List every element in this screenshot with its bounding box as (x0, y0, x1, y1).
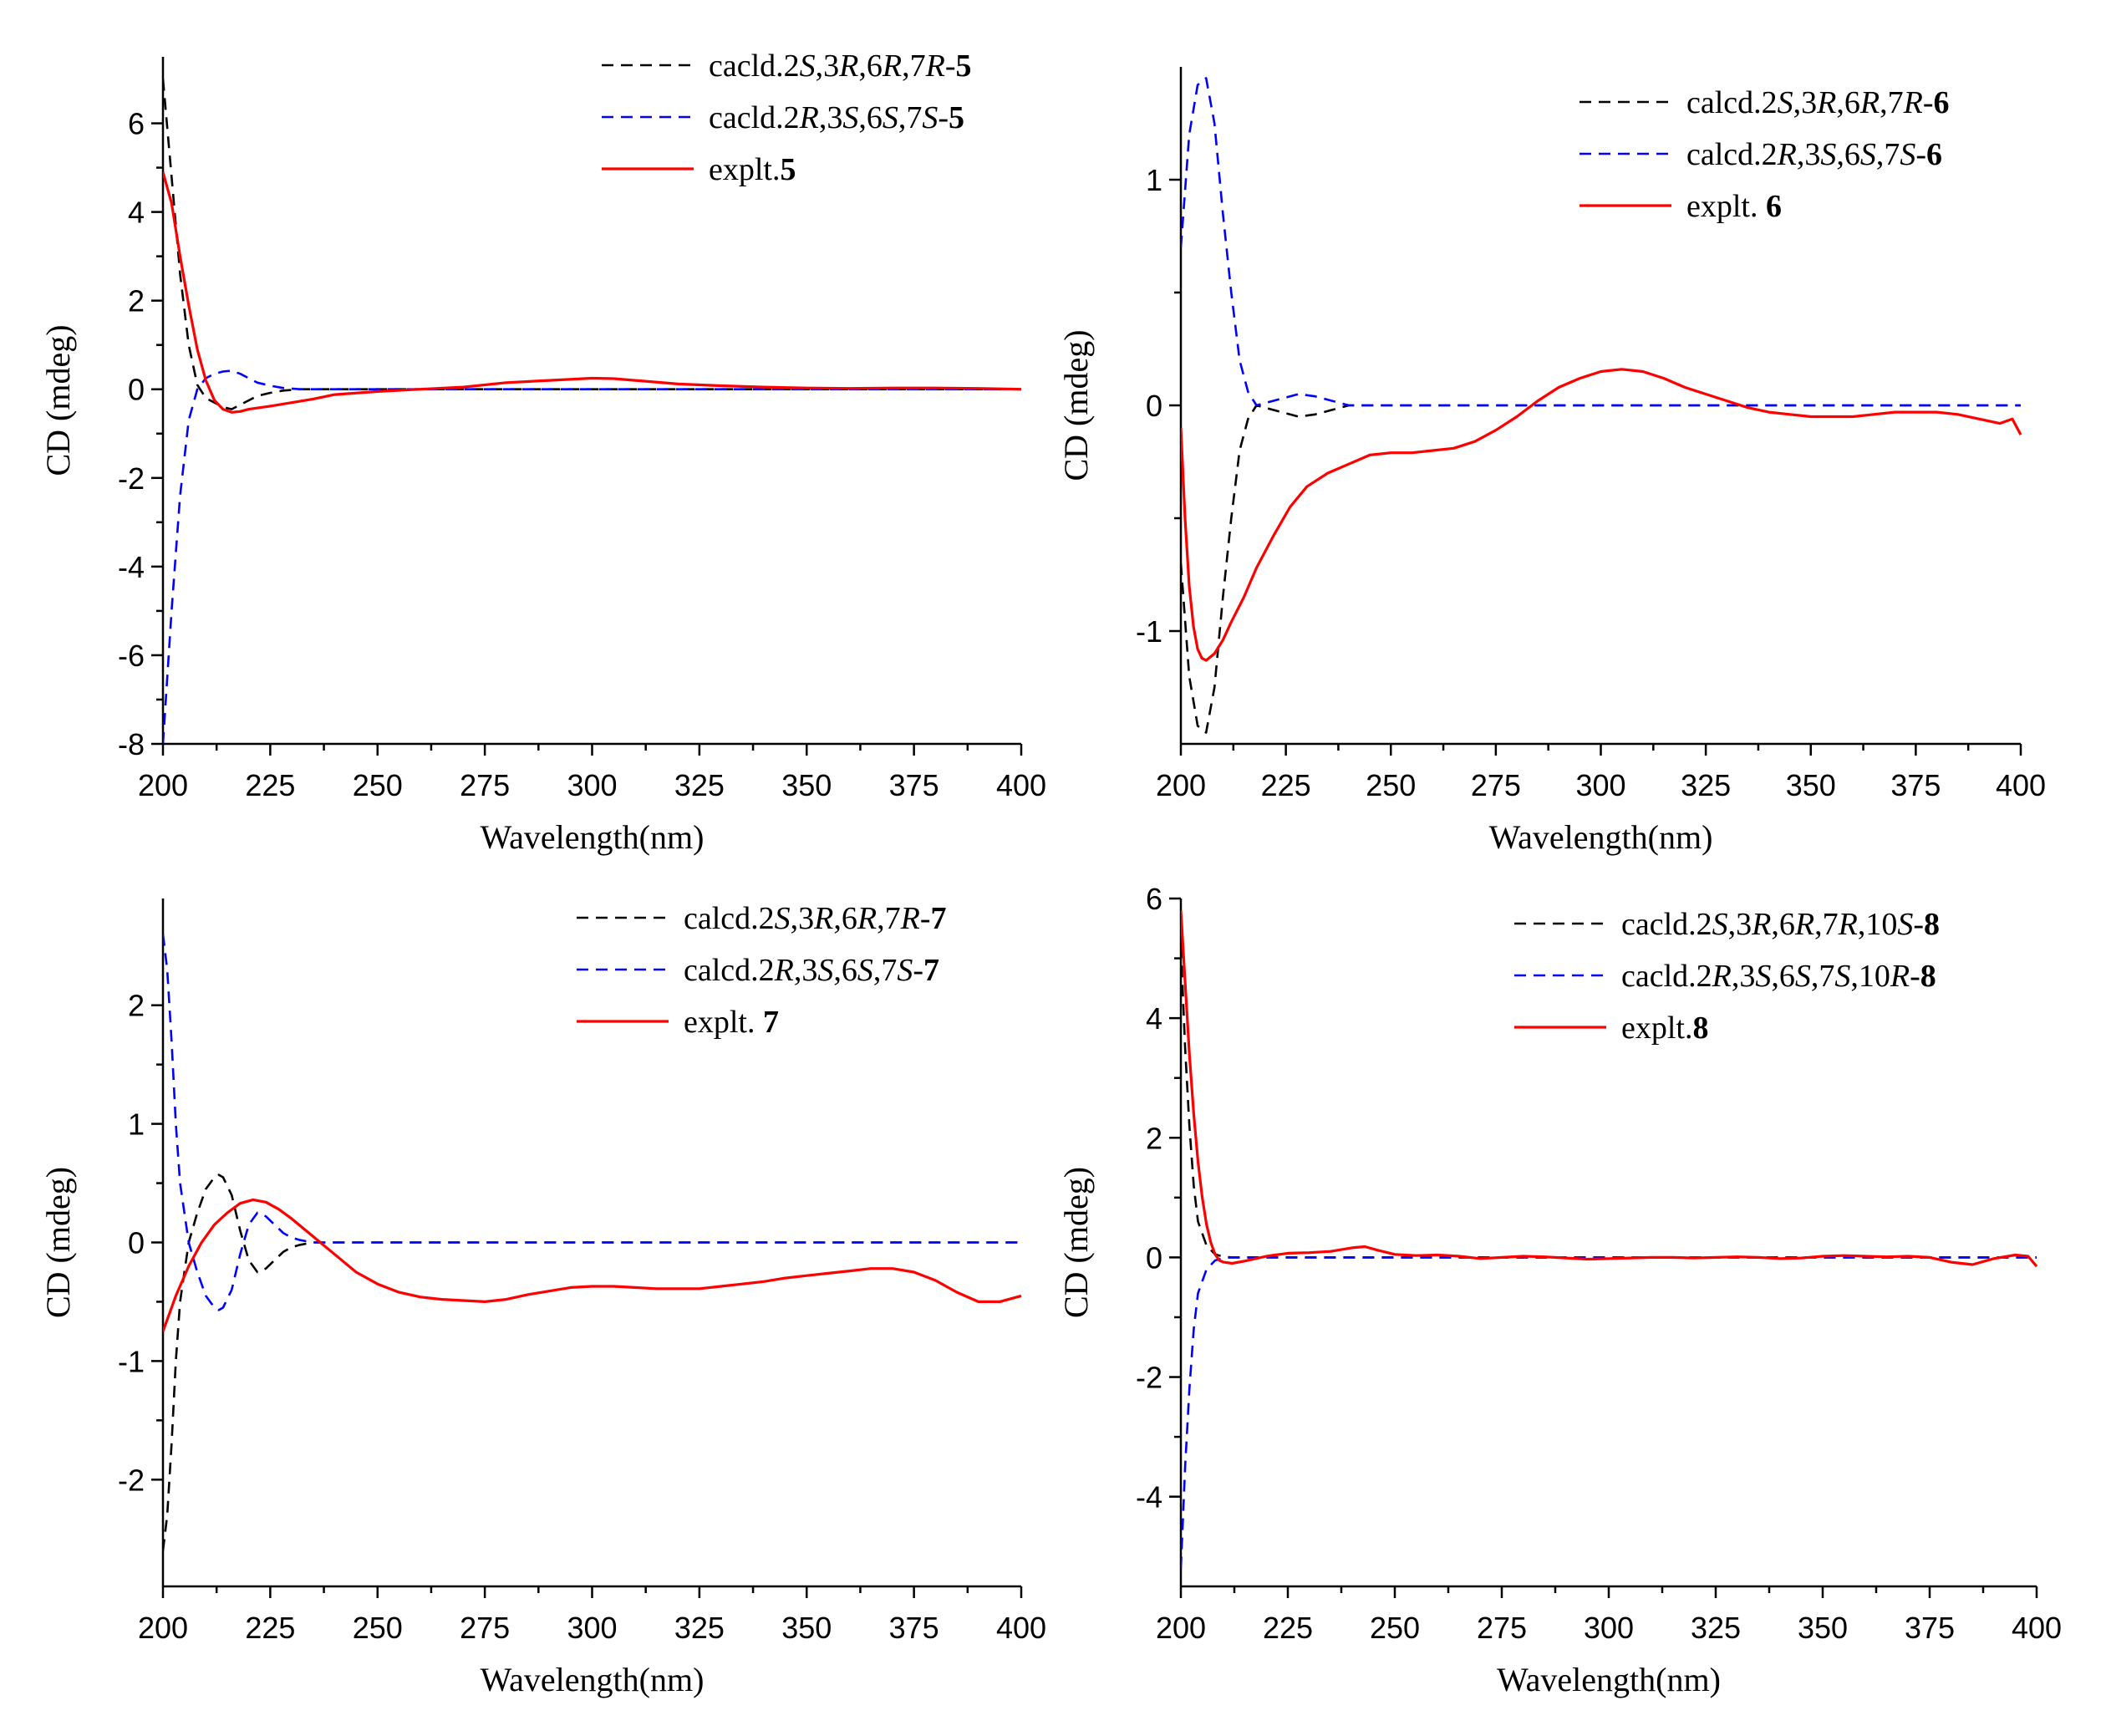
x-tick-label: 300 (1575, 768, 1625, 802)
x-tick-label: 300 (567, 768, 617, 802)
x-tick-label: 325 (1691, 1611, 1741, 1645)
y-tick-label: 0 (128, 373, 145, 407)
x-tick-label: 225 (1261, 768, 1311, 802)
y-tick-label: 4 (128, 196, 145, 230)
x-tick-label: 200 (138, 768, 188, 802)
x-tick-label: 275 (460, 768, 510, 802)
x-tick-label: 275 (1471, 768, 1521, 802)
y-tick-label: -2 (118, 1463, 145, 1497)
x-tick-label: 350 (1798, 1611, 1848, 1645)
y-tick-label: -8 (118, 727, 145, 761)
y-tick-label: -4 (118, 550, 145, 584)
legend-label-3: explt.8 (1621, 1011, 1708, 1046)
x-tick-label: 375 (1905, 1611, 1955, 1645)
chart-panel-bottom-left: 200 225 250 275 300 325 350 375 400 -2 -1 0 1 2 Wavele… (39, 899, 1046, 1698)
legend-label-2: calcd.2R,3S,6S,7S-7 (684, 953, 939, 988)
y-tick-label: 6 (1146, 882, 1162, 916)
x-tick-label: 250 (353, 1611, 403, 1645)
x-tick-label: 325 (674, 768, 725, 802)
x-tick-label: 275 (460, 1611, 510, 1645)
legend-label-2: cacld.2R,3S,6S,7S,10R-8 (1621, 959, 1936, 994)
series-line-1 (1181, 404, 2021, 734)
legend-label-2: cacld.2R,3S,6S,7S-5 (709, 100, 964, 135)
legend-label-3: explt.5 (709, 152, 796, 187)
legend-label-1: cacld.2S,3R,6R,7R,10S-8 (1621, 907, 1940, 942)
x-tick-label: 375 (889, 1611, 939, 1645)
x-tick-label: 300 (567, 1611, 617, 1645)
series-line-2 (163, 369, 1021, 745)
y-tick-label: 1 (128, 1107, 145, 1142)
legend-label-1: calcd.2S,3R,6R,7R-6 (1686, 85, 1949, 120)
x-tick-label: 250 (353, 768, 403, 802)
series-line-3 (1181, 368, 2022, 662)
x-axis-title: Wavelength(nm) (481, 1661, 705, 1698)
x-tick-label: 350 (1786, 768, 1836, 802)
x-tick-label: 400 (996, 1611, 1046, 1645)
y-axis-title: CD (mdeg) (1057, 329, 1095, 481)
y-axis-title: CD (mdeg) (39, 324, 77, 476)
x-axis-title: Wavelength(nm) (481, 818, 705, 856)
series-line-2 (163, 934, 1021, 1311)
series-line-1 (163, 1173, 1021, 1551)
legend-label-1: calcd.2S,3R,6R,7R-7 (684, 901, 946, 936)
y-tick-label: 0 (128, 1226, 145, 1260)
y-tick-label: -2 (1136, 1361, 1162, 1395)
legend-label-3: explt. 6 (1686, 189, 1782, 224)
y-tick-label: 0 (1146, 1240, 1162, 1275)
legend-label-3: explt. 7 (684, 1005, 779, 1040)
chart-panel-top-left: 200 225 250 275 300 325 350 375 400 -8 -6 -4 -2 0 2 4 6 W… (39, 48, 1046, 856)
y-tick-label: -2 (118, 461, 145, 496)
x-tick-label: 325 (1681, 768, 1731, 802)
y-tick-label: 6 (128, 107, 145, 141)
x-tick-label: 225 (245, 768, 295, 802)
x-tick-label: 250 (1366, 768, 1416, 802)
x-tick-label: 400 (2012, 1611, 2062, 1645)
y-tick-label: 1 (1146, 163, 1162, 197)
x-tick-label: 225 (1263, 1611, 1313, 1645)
x-tick-label: 375 (1890, 768, 1941, 802)
x-axis-title: Wavelength(nm) (1489, 818, 1713, 856)
series-line-2 (1181, 1256, 2037, 1569)
x-axis-title: Wavelength(nm) (1497, 1661, 1721, 1698)
y-tick-label: -1 (1136, 614, 1162, 649)
y-tick-label: -6 (118, 639, 145, 673)
legend-label-1: cacld.2S,3R,6R,7R-5 (709, 48, 971, 84)
x-tick-label: 200 (1156, 768, 1206, 802)
x-tick-label: 250 (1370, 1611, 1420, 1645)
legend-label-2: calcd.2R,3S,6S,7S-6 (1686, 137, 1942, 172)
series-line-3 (163, 171, 1022, 414)
y-tick-label: 0 (1146, 389, 1162, 423)
y-tick-label: 4 (1146, 1001, 1162, 1036)
y-tick-label: -1 (118, 1344, 145, 1378)
x-tick-label: 350 (781, 1611, 832, 1645)
x-tick-label: 400 (1996, 768, 2046, 802)
x-tick-label: 200 (138, 1611, 188, 1645)
series-line-3 (163, 1198, 1022, 1332)
y-tick-label: -4 (1136, 1480, 1162, 1515)
x-tick-label: 375 (889, 768, 939, 802)
y-tick-label: 2 (1146, 1121, 1162, 1155)
x-tick-label: 400 (996, 768, 1046, 802)
x-tick-label: 350 (781, 768, 832, 802)
y-tick-label: 2 (128, 989, 145, 1023)
x-tick-label: 300 (1584, 1611, 1634, 1645)
x-tick-label: 225 (245, 1611, 295, 1645)
chart-panel-bottom-right: 200 225 250 275 300 325 350 375 400 -4 -2 0 2 4 6 Wavel… (1057, 882, 2062, 1698)
x-tick-label: 325 (674, 1611, 725, 1645)
series-line-2 (1181, 77, 2021, 407)
x-tick-label: 275 (1477, 1611, 1527, 1645)
series-line-3 (1181, 910, 2038, 1268)
y-tick-label: 2 (128, 284, 145, 318)
chart-panel-top-right: 200 225 250 275 300 325 350 375 400 -1 0 1 Wavelengt… (1057, 67, 2046, 856)
x-tick-label: 200 (1156, 1611, 1206, 1645)
y-axis-title: CD (mdeg) (1057, 1167, 1095, 1318)
y-axis-title: CD (mdeg) (39, 1167, 77, 1318)
